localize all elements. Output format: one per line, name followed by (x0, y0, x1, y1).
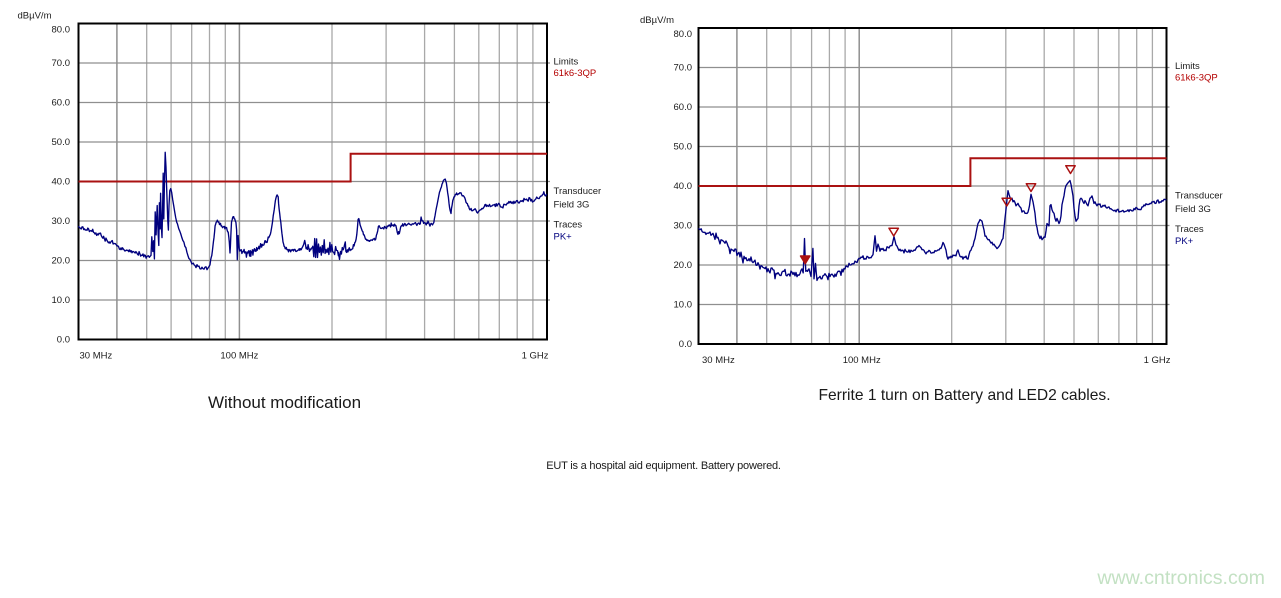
svg-text:70.0: 70.0 (52, 58, 71, 69)
svg-text:10.0: 10.0 (52, 295, 71, 306)
svg-text:100 MHz: 100 MHz (220, 351, 258, 362)
svg-text:EUT is a hospital aid equipmen: EUT is a hospital aid equipment. Battery… (546, 460, 781, 472)
svg-text:Ferrite 1 turn on Battery and: Ferrite 1 turn on Battery and LED2 cable… (818, 387, 1110, 404)
svg-text:60.0: 60.0 (674, 102, 693, 113)
svg-text:20.0: 20.0 (674, 260, 693, 271)
svg-text:dBµV/m: dBµV/m (18, 11, 52, 22)
svg-text:10.0: 10.0 (674, 300, 693, 311)
svg-text:50.0: 50.0 (674, 142, 693, 153)
svg-text:Without modification: Without modification (208, 393, 361, 412)
svg-text:PK+: PK+ (554, 232, 573, 243)
svg-text:40.0: 40.0 (674, 181, 693, 192)
svg-text:61k6-3QP: 61k6-3QP (554, 68, 597, 79)
svg-text:80.0: 80.0 (674, 29, 693, 40)
svg-text:Field 3G: Field 3G (1175, 204, 1211, 215)
svg-text:20.0: 20.0 (52, 256, 71, 267)
svg-text:1 GHz: 1 GHz (522, 351, 549, 362)
svg-text:Traces: Traces (1175, 224, 1204, 235)
svg-text:0.0: 0.0 (679, 339, 692, 350)
svg-text:61k6-3QP: 61k6-3QP (1175, 72, 1218, 83)
svg-text:30.0: 30.0 (674, 221, 693, 232)
svg-text:Transducer: Transducer (554, 186, 602, 197)
svg-text:30 MHz: 30 MHz (702, 355, 735, 366)
svg-text:Limits: Limits (1175, 61, 1200, 72)
svg-text:www.cntronics.com: www.cntronics.com (1096, 567, 1265, 589)
svg-text:70.0: 70.0 (674, 63, 693, 74)
svg-text:30.0: 30.0 (52, 216, 71, 227)
svg-text:50.0: 50.0 (52, 137, 71, 148)
svg-text:Traces: Traces (554, 220, 583, 231)
svg-text:Limits: Limits (554, 57, 579, 68)
svg-text:dBµV/m: dBµV/m (640, 15, 674, 26)
svg-text:0.0: 0.0 (57, 335, 70, 346)
svg-text:80.0: 80.0 (52, 25, 71, 36)
svg-text:100 MHz: 100 MHz (843, 355, 881, 366)
svg-text:60.0: 60.0 (52, 98, 71, 109)
svg-text:1 GHz: 1 GHz (1144, 355, 1171, 366)
svg-text:Field 3G: Field 3G (554, 200, 590, 211)
svg-text:40.0: 40.0 (52, 177, 71, 188)
svg-text:30 MHz: 30 MHz (80, 351, 113, 362)
svg-text:PK+: PK+ (1175, 236, 1194, 247)
svg-text:Transducer: Transducer (1175, 191, 1223, 202)
